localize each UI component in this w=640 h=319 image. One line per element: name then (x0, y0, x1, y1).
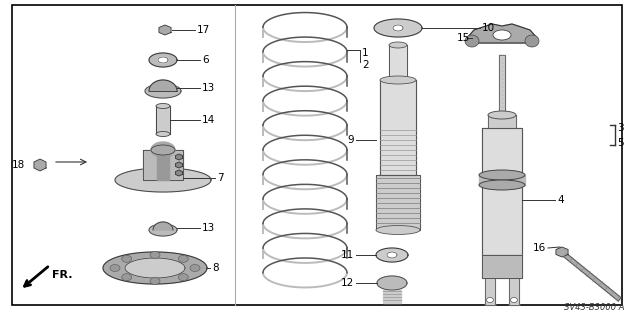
Text: 5: 5 (617, 138, 623, 148)
Text: 7: 7 (217, 173, 223, 183)
Polygon shape (143, 150, 183, 180)
Ellipse shape (150, 278, 160, 285)
Text: 4: 4 (557, 195, 564, 205)
Polygon shape (377, 276, 407, 290)
Polygon shape (115, 168, 211, 192)
Polygon shape (125, 258, 185, 278)
Polygon shape (34, 159, 46, 171)
Ellipse shape (179, 274, 188, 281)
Polygon shape (145, 84, 181, 98)
Ellipse shape (156, 131, 170, 137)
Text: 9: 9 (348, 135, 354, 145)
Polygon shape (509, 278, 519, 305)
Text: 3: 3 (617, 123, 623, 133)
Text: FR.: FR. (52, 270, 72, 280)
Text: 11: 11 (340, 250, 354, 260)
Text: 16: 16 (532, 243, 546, 253)
Ellipse shape (465, 35, 479, 47)
Text: 1: 1 (362, 48, 369, 58)
Polygon shape (103, 252, 207, 284)
Text: 8: 8 (212, 263, 219, 273)
Polygon shape (151, 142, 175, 158)
Polygon shape (482, 255, 522, 278)
Text: 15: 15 (457, 33, 470, 43)
Polygon shape (153, 222, 173, 230)
Ellipse shape (151, 145, 175, 155)
Polygon shape (387, 252, 397, 258)
Text: 17: 17 (197, 25, 211, 35)
Polygon shape (149, 224, 177, 236)
Text: 18: 18 (12, 160, 25, 170)
Ellipse shape (525, 35, 539, 47)
Text: 13: 13 (202, 223, 215, 233)
Polygon shape (376, 175, 420, 230)
Polygon shape (175, 154, 182, 160)
Polygon shape (383, 290, 401, 303)
Polygon shape (156, 106, 170, 134)
Polygon shape (499, 55, 505, 115)
Text: 10: 10 (482, 23, 495, 33)
Ellipse shape (511, 298, 518, 302)
Ellipse shape (122, 274, 132, 281)
Text: 13: 13 (202, 83, 215, 93)
Polygon shape (393, 25, 403, 31)
Ellipse shape (122, 255, 132, 262)
Ellipse shape (488, 111, 516, 119)
Polygon shape (485, 278, 495, 305)
Polygon shape (159, 25, 171, 35)
Polygon shape (149, 80, 177, 91)
Polygon shape (149, 53, 177, 67)
Ellipse shape (493, 30, 511, 40)
Polygon shape (374, 19, 422, 37)
Polygon shape (556, 247, 568, 257)
Ellipse shape (389, 42, 407, 48)
Text: 6: 6 (202, 55, 209, 65)
Ellipse shape (150, 251, 160, 258)
Polygon shape (175, 162, 182, 168)
Ellipse shape (190, 264, 200, 271)
Ellipse shape (479, 170, 525, 180)
Polygon shape (467, 24, 537, 43)
Ellipse shape (110, 264, 120, 271)
Ellipse shape (156, 103, 170, 108)
Polygon shape (479, 175, 525, 185)
Polygon shape (376, 248, 408, 262)
Text: SV43-B3000 A: SV43-B3000 A (564, 303, 625, 312)
Polygon shape (488, 115, 516, 128)
Ellipse shape (179, 255, 188, 262)
Ellipse shape (479, 180, 525, 190)
Text: 12: 12 (340, 278, 354, 288)
Ellipse shape (376, 226, 420, 234)
Polygon shape (389, 45, 407, 80)
Text: 14: 14 (202, 115, 215, 125)
Text: 2: 2 (362, 60, 369, 70)
Polygon shape (158, 57, 168, 63)
Ellipse shape (486, 298, 493, 302)
Polygon shape (482, 128, 522, 255)
Polygon shape (157, 153, 169, 180)
Polygon shape (175, 170, 182, 176)
Ellipse shape (380, 76, 416, 84)
Polygon shape (380, 80, 416, 175)
